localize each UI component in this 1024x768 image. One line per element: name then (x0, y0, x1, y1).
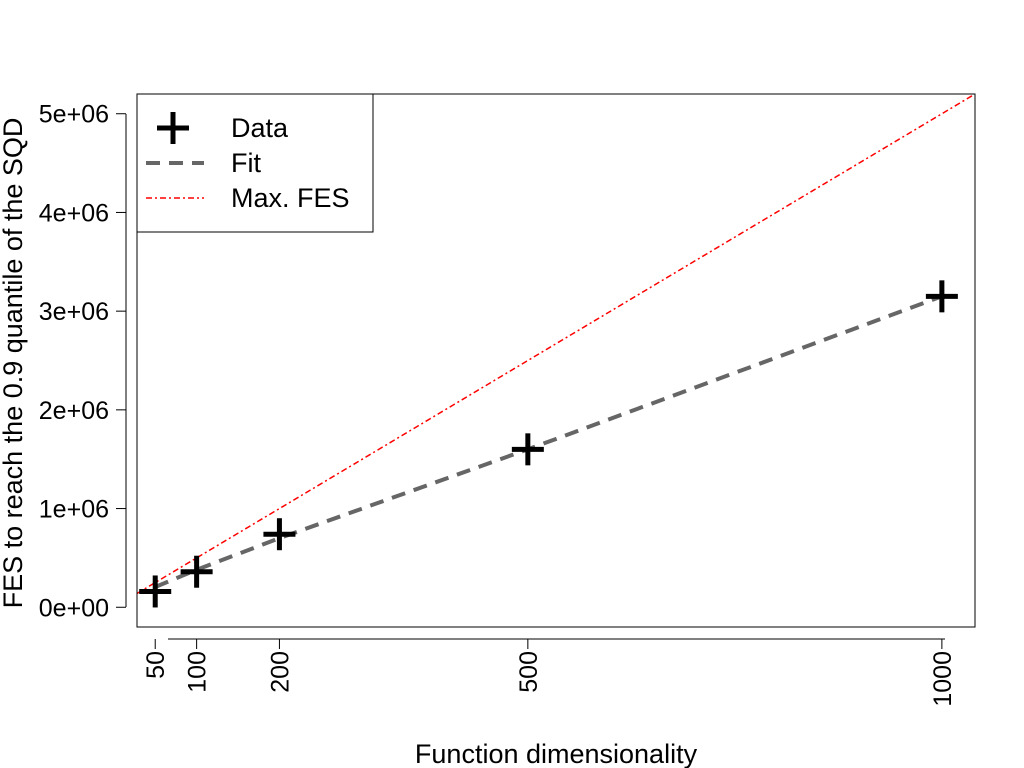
max-fes-line (137, 94, 975, 595)
data-point (925, 280, 958, 313)
legend-label-max-fes: Max. FES (231, 183, 350, 213)
plot-frame (136, 93, 976, 628)
y-tick-label: 4e+06 (39, 199, 109, 227)
x-tick-label: 200 (266, 651, 294, 693)
data-point (263, 518, 296, 551)
fit-line-layer (154, 294, 943, 589)
legend: Data Fit Max. FES (136, 93, 374, 233)
data-point (511, 433, 544, 466)
y-axis: 0e+00 1e+06 2e+06 3e+06 4e+06 5e+06 (39, 101, 127, 622)
x-tick-label: 100 (184, 651, 212, 693)
x-tick-label: 1000 (929, 651, 957, 707)
x-tick-label: 50 (142, 651, 170, 679)
y-tick-label: 5e+06 (39, 101, 109, 129)
legend-label-fit: Fit (231, 148, 261, 178)
y-tick-label: 3e+06 (39, 298, 109, 326)
y-axis-label: FES to reach the 0.9 quantile of the SQD (0, 118, 28, 609)
data-points-layer (139, 280, 958, 608)
x-axis: 50 100 200 500 1000 (142, 638, 957, 707)
legend-label-data: Data (231, 113, 289, 143)
x-axis-label: Function dimensionality (415, 739, 698, 768)
x-tick-label: 500 (515, 651, 543, 693)
y-tick-label: 0e+00 (39, 594, 109, 622)
fit-line (154, 294, 943, 589)
data-point (139, 575, 172, 608)
y-tick-label: 1e+06 (39, 496, 109, 524)
max-fes-line-layer (137, 94, 975, 595)
y-tick-label: 2e+06 (39, 397, 109, 425)
data-point (180, 555, 213, 588)
